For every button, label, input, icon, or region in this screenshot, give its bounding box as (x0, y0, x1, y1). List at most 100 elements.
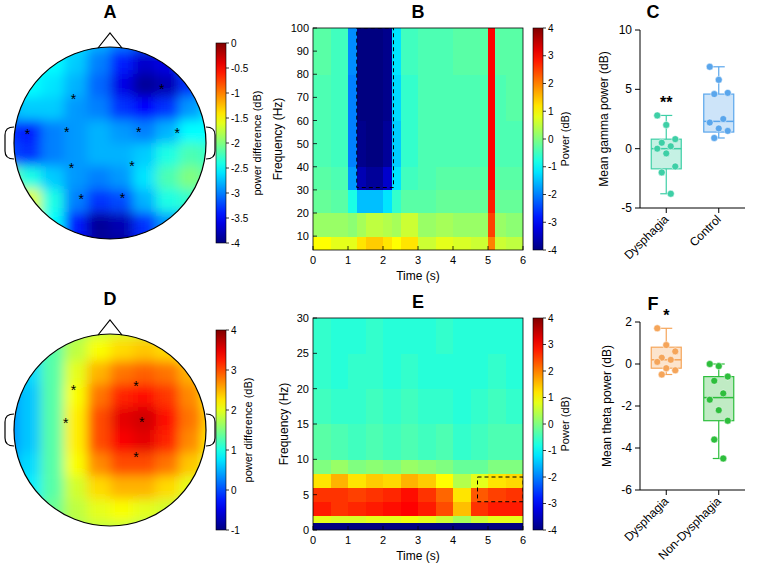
x-tick (666, 490, 667, 495)
x-tick (418, 526, 419, 530)
topomap-cell (18, 120, 42, 144)
x-tick (348, 526, 349, 530)
x-tick (418, 246, 419, 250)
significance-marker: * (159, 81, 165, 97)
topomap-cell (41, 28, 65, 52)
heatmap-cell (348, 121, 357, 168)
heatmap-cell (506, 121, 524, 168)
x-axis-line (640, 490, 745, 491)
heatmap-cells (313, 28, 523, 250)
data-point (672, 348, 679, 355)
y-tick (635, 448, 640, 449)
heatmap-cell (488, 473, 506, 488)
topomap-cell (18, 499, 42, 523)
topomap-cell (87, 384, 111, 408)
colorbar-tick (226, 243, 229, 244)
colorbar-tick (226, 370, 229, 371)
y-tick (313, 318, 317, 319)
heatmap-cell (313, 389, 331, 425)
topomap-cell (156, 51, 180, 75)
y-tick-label: 2 (625, 315, 632, 329)
topomap-cell (18, 97, 42, 121)
topomap-cell (110, 361, 134, 385)
topomap-cell (87, 97, 111, 121)
heatmap-cell (383, 502, 401, 517)
heatmap-cell (366, 167, 384, 191)
data-point (654, 358, 661, 365)
topomap-cell (133, 407, 157, 431)
heatmap-cell (313, 488, 331, 503)
y-tick (313, 424, 317, 425)
heatmap-cell (357, 74, 366, 121)
box-marks (651, 63, 734, 197)
topomap-cell (179, 189, 203, 213)
heatmap-cell (331, 389, 349, 425)
topomap-cell (110, 74, 134, 98)
significance-marker: * (120, 190, 126, 206)
heatmap-cell (313, 353, 331, 389)
y-tick-label: 20 (297, 207, 309, 219)
topomap-cell (0, 51, 18, 75)
heatmap-cell (331, 523, 349, 530)
colorbar-tick (226, 193, 229, 194)
heatmap-cell (506, 389, 524, 425)
topomap-cell (156, 430, 180, 454)
heatmap-cell (436, 236, 454, 250)
heatmap-cell (366, 389, 384, 425)
heatmap-cell (436, 353, 454, 389)
heatmap-cell (313, 318, 331, 354)
heatmap-cell (331, 516, 349, 523)
box-marks (651, 325, 734, 462)
heatmap-cell (383, 318, 401, 354)
topomap-cell (156, 476, 180, 500)
box (704, 377, 734, 421)
heatmap-cell (506, 190, 524, 214)
heatmap-cell (383, 167, 392, 191)
colorbar-tick (226, 93, 229, 94)
colorbar-tick (226, 330, 229, 331)
heatmap-cell (453, 353, 471, 389)
heatmap-cell (471, 389, 489, 425)
y-tick-label: 25 (297, 347, 309, 359)
x-tick-label: 4 (450, 254, 456, 266)
topomap-cell (18, 407, 42, 431)
y-tick-label: 0 (303, 524, 309, 536)
topomap-cell (64, 235, 88, 259)
topomap-cell (110, 499, 134, 523)
x-tick-label: 4 (450, 534, 456, 546)
heatmap-cell (418, 353, 436, 389)
colorbar-tick (226, 530, 229, 531)
heatmap-cell (506, 516, 524, 523)
heatmap-cell (383, 523, 401, 530)
topomap-cell (0, 315, 18, 339)
colorbar-tick-label: -0.5 (231, 63, 249, 74)
data-point (724, 417, 731, 424)
heatmap-cell (488, 74, 495, 121)
topomap-cell (110, 97, 134, 121)
heatmap-cell (453, 516, 471, 523)
colorbar-tick (543, 424, 546, 425)
panel-letter: F (648, 294, 659, 314)
heatmap-cell (506, 459, 524, 474)
heatmap-cell (348, 28, 357, 75)
y-tick-label: 15 (297, 418, 309, 430)
heatmap-cell (357, 190, 366, 214)
heatmap-cell (506, 523, 524, 530)
y-tick (313, 143, 317, 144)
significance-marker: * (71, 382, 77, 398)
panel-letter: C (647, 2, 660, 22)
heatmap-cell (471, 502, 489, 517)
heatmap-cell (313, 502, 331, 517)
heatmap-cell (401, 213, 419, 237)
topomap-cell (18, 338, 42, 362)
heatmap-cell (418, 236, 436, 250)
heatmap-cell (348, 353, 366, 389)
x-tick (488, 246, 489, 250)
data-point (706, 63, 713, 70)
topomap-cell (64, 166, 88, 190)
data-point (720, 390, 727, 397)
significance-marker: * (25, 126, 31, 142)
significance-marker: * (174, 125, 180, 141)
topomap-cell (87, 430, 111, 454)
y-tick (313, 189, 317, 190)
